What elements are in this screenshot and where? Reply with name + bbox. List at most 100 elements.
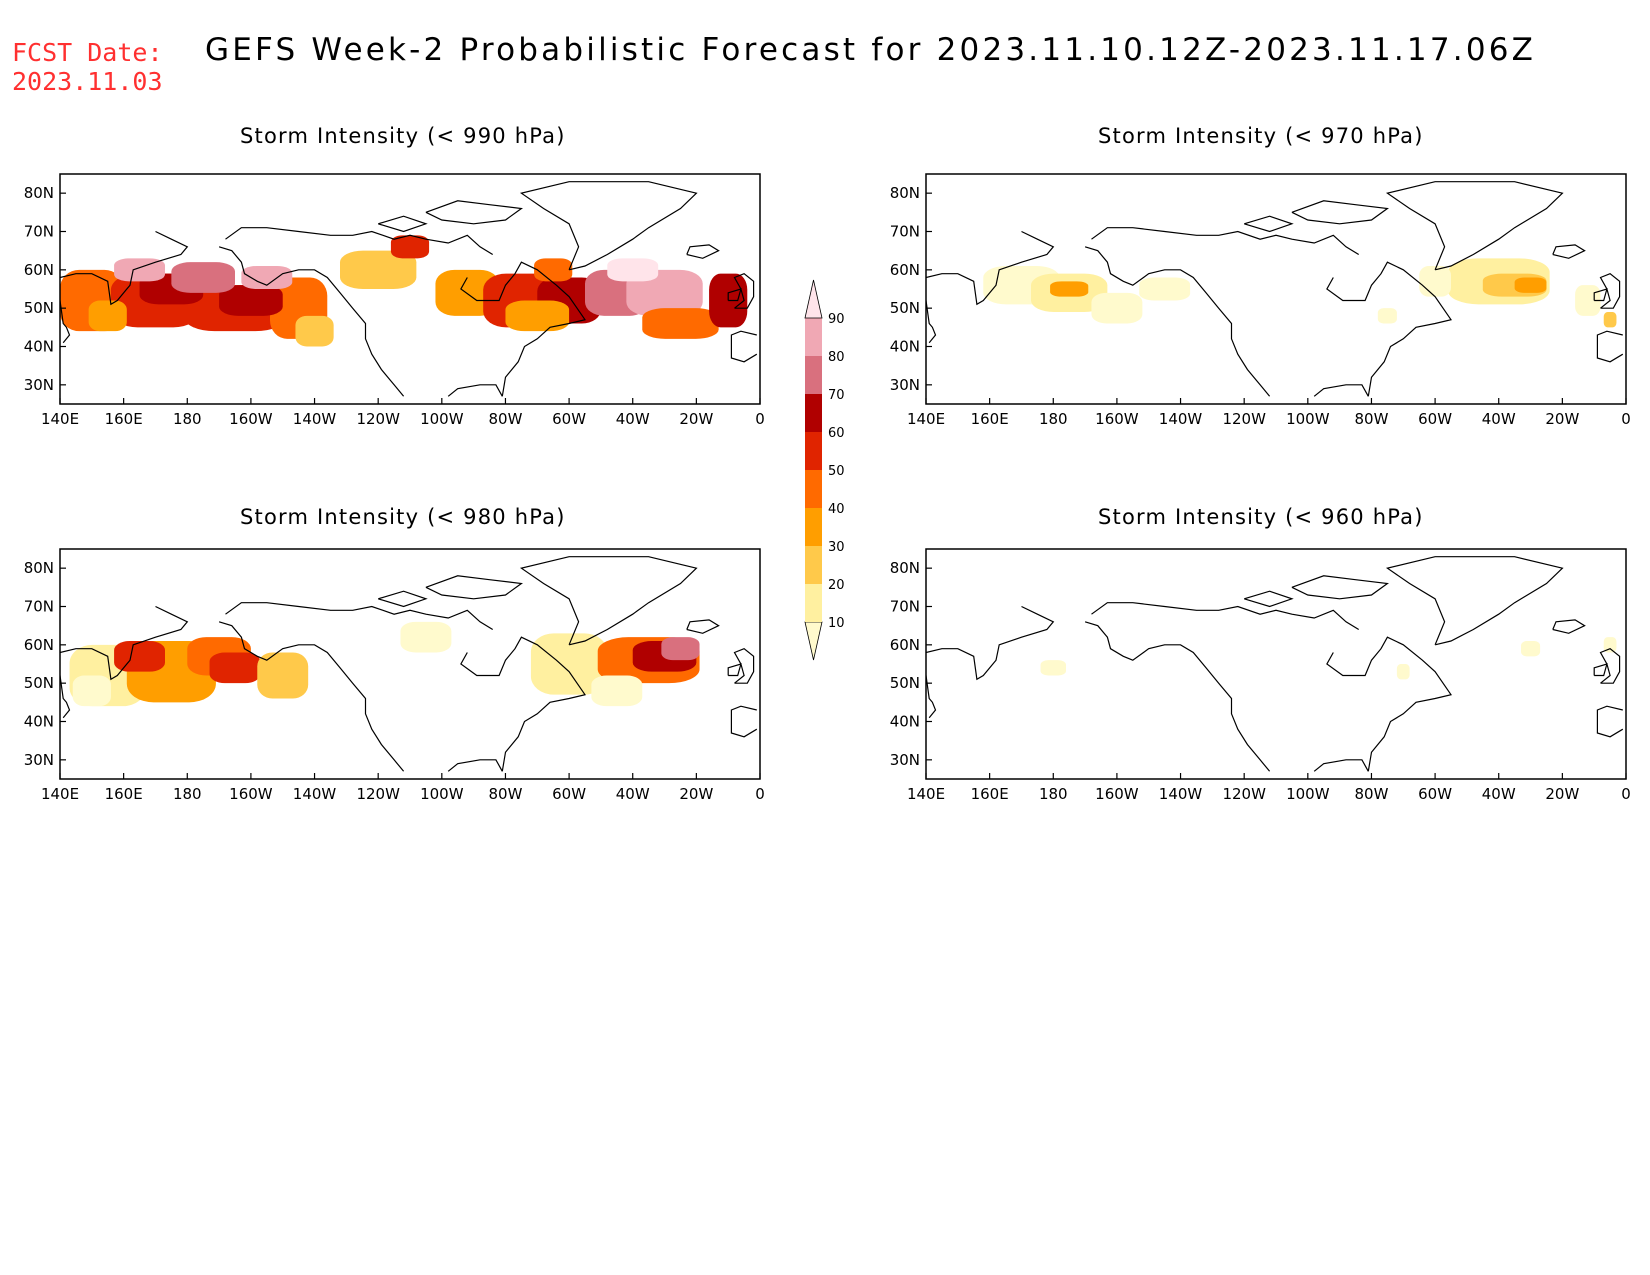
coastline (60, 675, 71, 719)
probability-field (926, 556, 1624, 772)
lon-label: 20W (679, 785, 713, 803)
probability-cell (340, 250, 417, 289)
lat-label: 80N (24, 184, 54, 202)
coastline (378, 215, 428, 233)
lon-label: 160E (971, 410, 1009, 428)
lon-label: 120W (356, 785, 400, 803)
lat-label: 40N (24, 338, 54, 356)
lat-label: 40N (890, 713, 920, 731)
coastline (60, 230, 189, 306)
coastline (1599, 648, 1621, 684)
lon-label: 140E (41, 785, 79, 803)
coastline (1599, 273, 1621, 309)
coastline (1326, 261, 1452, 397)
lon-label: 160E (105, 410, 143, 428)
colorbar-segment (805, 584, 822, 622)
probability-field (926, 181, 1624, 397)
coastline (1244, 215, 1294, 233)
page-title: GEFS Week-2 Probabilistic Forecast for 2… (205, 32, 1537, 68)
lon-label: 140W (1159, 785, 1203, 803)
coastline (1552, 619, 1586, 634)
colorbar-segment (805, 318, 822, 356)
probability-cell (607, 258, 659, 282)
lat-label: 70N (24, 223, 54, 241)
coastline (727, 288, 742, 302)
probability-cell (591, 675, 643, 707)
map-panel-990: 140E 160E 180 160W 140W 120W 100W 80W 60W 40W 20W 0… (24, 173, 765, 428)
coastline (447, 759, 503, 772)
panel-title-980: Storm Intensity (< 980 hPa) (240, 505, 566, 529)
coastline (1385, 556, 1564, 646)
colorbar-segment (804, 279, 823, 319)
probability-cell (1377, 308, 1397, 324)
coastline (1593, 663, 1608, 677)
map-panel-970: 140E 160E 180 160W 140W 120W 100W 80W 60W 40W 20W 0… (890, 173, 1631, 428)
colorbar-label: 80 (828, 350, 845, 365)
lon-label: 100W (420, 785, 464, 803)
lon-label: 20W (1545, 785, 1579, 803)
panel-title-970: Storm Intensity (< 970 hPa) (1098, 124, 1424, 148)
coastline (1091, 602, 1360, 631)
coastline (460, 636, 586, 772)
coastline (1313, 759, 1369, 772)
panel-title-990: Storm Intensity (< 990 hPa) (240, 124, 566, 148)
lon-label: 40W (1482, 785, 1516, 803)
coastline (1313, 384, 1369, 397)
coastline (460, 261, 586, 397)
colorbar-segment (805, 432, 822, 470)
colorbar-label: 10 (828, 616, 845, 631)
probability-cell (1514, 277, 1547, 293)
lat-label: 80N (24, 559, 54, 577)
coastline (733, 648, 755, 684)
lat-label: 30N (24, 376, 54, 394)
coastlines (926, 181, 1624, 397)
lat-label: 60N (24, 636, 54, 654)
coastline (225, 227, 494, 256)
lon-label: 100W (420, 410, 464, 428)
probability-cell (114, 258, 165, 282)
coastline (60, 300, 71, 344)
map-frame (925, 173, 1627, 405)
coastline (926, 300, 937, 344)
probability-cell (505, 300, 570, 332)
coastline (730, 705, 758, 738)
colorbar-label: 90 (828, 312, 845, 327)
lon-label: 0 (1621, 785, 1631, 803)
coastline (1593, 288, 1608, 302)
colorbar: 10 20 30 40 50 60 70 80 90 (804, 279, 845, 661)
lon-label: 0 (1621, 410, 1631, 428)
colorbar-label: 60 (828, 426, 845, 441)
lon-label: 100W (1286, 410, 1330, 428)
lon-label: 80W (1354, 410, 1388, 428)
coastlines (926, 556, 1624, 772)
coastline (447, 384, 503, 397)
colorbar-label: 20 (828, 578, 845, 593)
probability-cell (1050, 281, 1089, 297)
lat-label: 30N (890, 376, 920, 394)
lon-label: 80W (488, 785, 522, 803)
probability-cell (390, 235, 430, 259)
lon-label: 80W (1354, 785, 1388, 803)
colorbar-label: 30 (828, 540, 845, 555)
coastline (378, 590, 428, 608)
lat-label: 60N (890, 261, 920, 279)
lon-label: 180 (173, 410, 202, 428)
colorbar-label: 70 (828, 388, 845, 403)
probability-field (60, 556, 758, 772)
probability-cell (88, 300, 127, 332)
lon-label: 160W (229, 410, 273, 428)
lat-label: 80N (890, 184, 920, 202)
probability-cell (1396, 664, 1410, 680)
colorbar-label: 50 (828, 464, 845, 479)
coastline (1596, 705, 1624, 738)
coastline (1244, 590, 1294, 608)
forecast-date-label: FCST Date: (12, 38, 163, 67)
probability-cell (1139, 277, 1191, 301)
panel-title-960: Storm Intensity (< 960 hPa) (1098, 505, 1424, 529)
probability-cell (400, 621, 452, 653)
coastline (60, 605, 189, 681)
lon-label: 160E (105, 785, 143, 803)
coastline (926, 605, 1055, 681)
lat-label: 70N (24, 598, 54, 616)
lat-label: 60N (890, 636, 920, 654)
